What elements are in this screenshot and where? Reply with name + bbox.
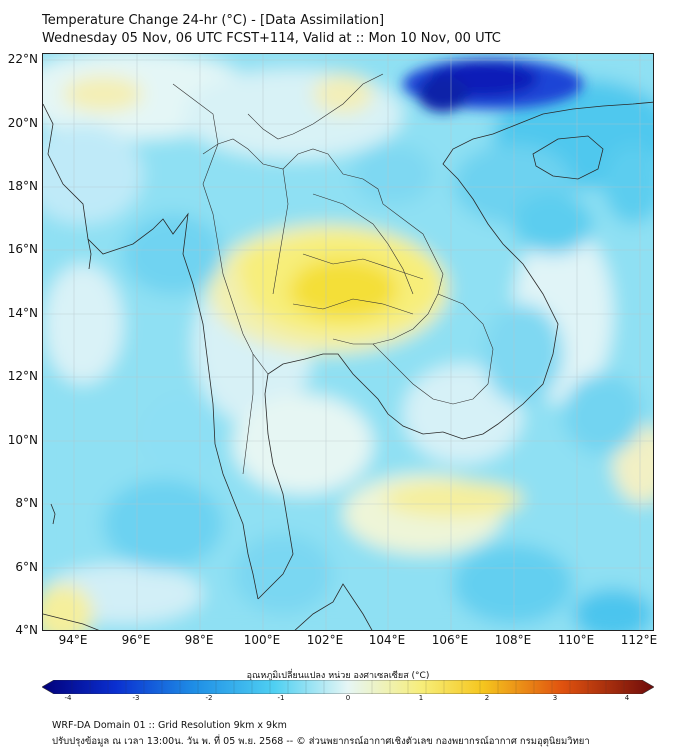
gridlines <box>43 54 653 630</box>
lon-label: 96°E <box>121 633 151 647</box>
lon-label: 112°E <box>620 633 658 647</box>
colorbar-label: 2 <box>484 694 490 702</box>
footer-credit: ปรับปรุงข้อมูล ณ เวลา 13:00น. วัน พ. ที่… <box>52 736 590 747</box>
title-line: Temperature Change 24-hr (°C) - [Data As… <box>42 13 385 28</box>
colorbar-label: -1 <box>277 694 285 702</box>
lat-label: 22°N <box>7 52 38 66</box>
colorbar-label: 0 <box>345 694 351 702</box>
cold-core <box>403 59 583 112</box>
colorbar-label: -2 <box>205 694 213 702</box>
lon-label: 110°E <box>557 633 595 647</box>
lat-label: 8°N <box>15 496 38 510</box>
subtitle-line: Wednesday 05 Nov, 06 UTC FCST+114, Valid… <box>42 31 501 46</box>
colorbar-title: อุณหภูมิเปลี่ยนแปลง หน่วย องศาเซลเซียส (… <box>246 671 430 681</box>
lat-label: 14°N <box>7 306 38 320</box>
lat-label: 10°N <box>7 433 38 447</box>
map-canvas <box>43 54 653 630</box>
lat-label: 16°N <box>7 242 38 256</box>
lon-label: 104°E <box>368 633 406 647</box>
lon-label: 100°E <box>243 633 281 647</box>
colorbar <box>42 680 654 694</box>
lon-label: 108°E <box>494 633 532 647</box>
coastlines <box>43 101 653 630</box>
temperature-field <box>43 54 653 630</box>
footer-domain-info: WRF-DA Domain 01 :: Grid Resolution 9km … <box>52 720 287 731</box>
lon-label: 94°E <box>58 633 88 647</box>
colorbar-label: 4 <box>624 694 630 702</box>
borders <box>172 73 494 475</box>
lat-label: 12°N <box>7 369 38 383</box>
colorbar-label: 1 <box>418 694 424 702</box>
chart-title: Temperature Change 24-hr (°C) - [Data As… <box>42 12 501 48</box>
lon-label: 98°E <box>184 633 214 647</box>
colorbar-label: 3 <box>552 694 558 702</box>
colorbar-label: -3 <box>132 694 140 702</box>
map-panel <box>42 53 654 631</box>
lon-label: 102°E <box>306 633 344 647</box>
lat-label: 4°N <box>15 623 38 637</box>
colorbar-label: -4 <box>64 694 72 702</box>
lat-label: 20°N <box>7 116 38 130</box>
lat-label: 18°N <box>7 179 38 193</box>
lon-label: 106°E <box>431 633 469 647</box>
lat-label: 6°N <box>15 560 38 574</box>
